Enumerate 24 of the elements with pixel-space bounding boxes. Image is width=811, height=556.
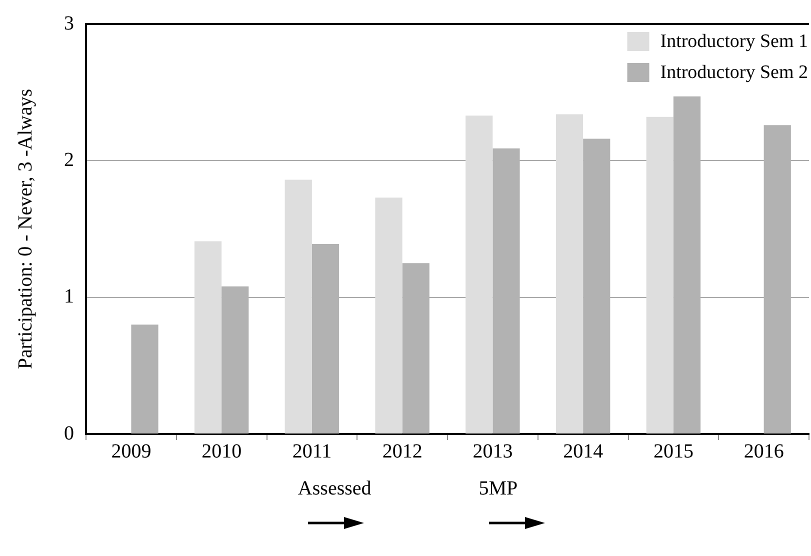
bar <box>375 198 402 434</box>
bar <box>194 241 222 434</box>
bar <box>556 114 584 434</box>
bar <box>466 116 493 434</box>
x-tick-label: 2015 <box>653 440 694 462</box>
x-tick-label: 2013 <box>472 440 513 462</box>
x-tick-label: 2016 <box>744 440 784 462</box>
text: Assessed <box>298 477 372 500</box>
text: 5MP <box>478 477 518 500</box>
legend-label: Introductory Sem 2 <box>660 62 808 83</box>
y-tick-label: 3 <box>64 12 74 34</box>
y-tick-label: 1 <box>64 286 74 308</box>
x-tick-label: 2009 <box>111 440 152 462</box>
x-tick-label: 2012 <box>382 440 422 462</box>
bar <box>646 116 674 434</box>
bar <box>131 324 158 434</box>
y-tick-label: 0 <box>64 422 74 444</box>
x-tick-label: 2010 <box>202 440 242 462</box>
bar <box>284 180 312 434</box>
x-tick-label: 2014 <box>563 440 604 462</box>
y-tick-label: 2 <box>64 148 74 171</box>
x-tick-label: 2011 <box>292 440 332 462</box>
y-axis-title: Participation: 0 - Never, 3 -Always <box>14 88 36 370</box>
legend-label: Introductory Sem 1 <box>660 30 808 52</box>
